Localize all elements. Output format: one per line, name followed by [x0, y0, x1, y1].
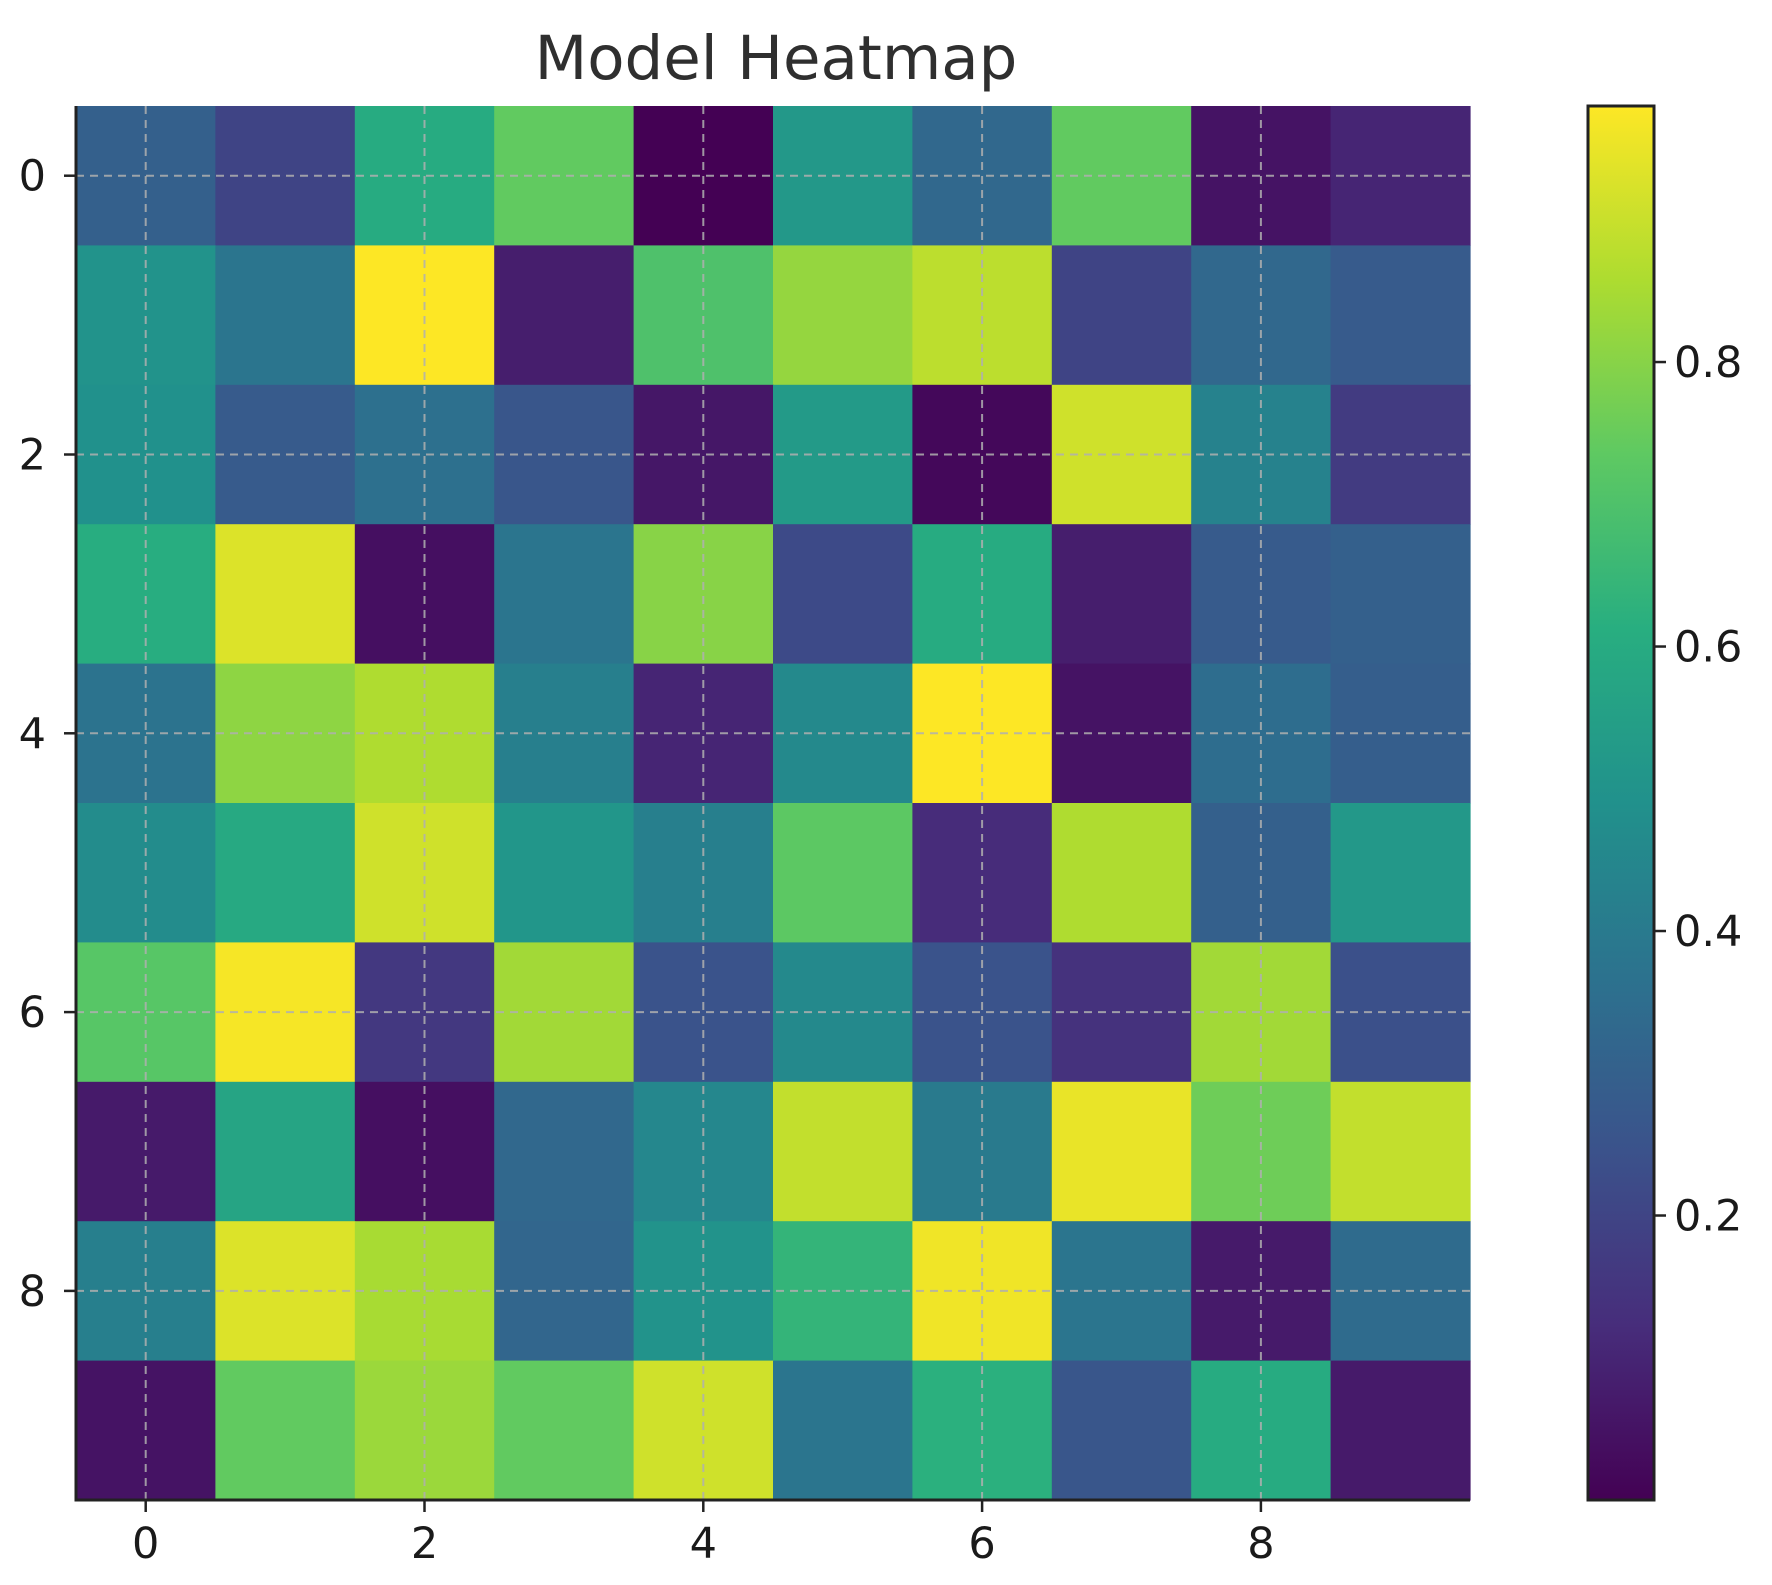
heatmap-cell-r3-c5 [773, 524, 913, 665]
y-axis-ticks: 0 2 4 6 8 [19, 152, 76, 1317]
x-axis-ticks: 0 2 4 6 8 [132, 1500, 1275, 1569]
heatmap-cell-r3-c3 [494, 524, 635, 665]
y-tick-label-0: 0 [19, 152, 46, 202]
heatmap-cell-r7-c7 [1051, 1081, 1192, 1222]
y-tick-label-4: 4 [19, 709, 46, 759]
heatmap-cell-r5-c9 [1330, 803, 1471, 943]
heatmap-cell-r3-c1 [215, 524, 356, 665]
heatmap-cell-r1-c7 [1051, 245, 1192, 386]
heatmap-cell-r9-c7 [1051, 1360, 1192, 1501]
colorbar-tick-label-0.6: 0.6 [1674, 623, 1742, 673]
x-tick-label-4: 4 [690, 1519, 717, 1569]
heatmap-cell-r1-c9 [1330, 245, 1471, 386]
heatmap-cell-r1-c5 [773, 245, 913, 386]
heatmap-cell-r9-c3 [494, 1360, 635, 1501]
colorbar-tick-label-0.8: 0.8 [1674, 338, 1742, 388]
colorbar-ticks: 0.2 0.4 0.6 0.8 [1654, 338, 1742, 1242]
colorbar-tick-label-0.4: 0.4 [1674, 907, 1742, 957]
heatmap-cell-r7-c1 [215, 1081, 356, 1222]
y-tick-label-2: 2 [19, 431, 46, 481]
heatmap-cell-r5-c5 [773, 803, 913, 943]
axes [74, 106, 1470, 1502]
heatmap-cell-r7-c9 [1330, 1081, 1471, 1222]
heatmap-cell-r5-c1 [215, 803, 356, 943]
colorbar: 0.2 0.4 0.6 0.8 [1586, 104, 1742, 1502]
heatmap-cell-r3-c7 [1051, 524, 1192, 665]
heatmap-cell-r7-c5 [773, 1081, 913, 1222]
heatmap-cells [76, 106, 1471, 1501]
x-tick-label-8: 8 [1247, 1519, 1274, 1569]
colorbar-gradient [1586, 104, 1656, 1502]
heatmap-cell-r1-c1 [215, 245, 356, 386]
heatmap-cell-r9-c1 [215, 1360, 356, 1501]
heatmap-cell-r9-c9 [1330, 1360, 1471, 1501]
heatmap-cell-r9-c5 [773, 1360, 913, 1501]
x-tick-label-2: 2 [411, 1519, 438, 1569]
heatmap-cell-r1-c3 [494, 245, 635, 386]
heatmap-cell-r5-c7 [1051, 803, 1192, 943]
y-tick-label-8: 8 [19, 1267, 46, 1317]
x-tick-label-6: 6 [968, 1519, 995, 1569]
colorbar-tick-label-0.2: 0.2 [1674, 1192, 1742, 1242]
heatmap-cell-r3-c9 [1330, 524, 1471, 665]
heatmap-cell-r5-c3 [494, 803, 635, 943]
heatmap-cell-r7-c3 [494, 1081, 635, 1222]
x-tick-label-0: 0 [132, 1519, 159, 1569]
chart-title: Model Heatmap [535, 23, 1018, 94]
y-tick-label-6: 6 [19, 988, 46, 1038]
